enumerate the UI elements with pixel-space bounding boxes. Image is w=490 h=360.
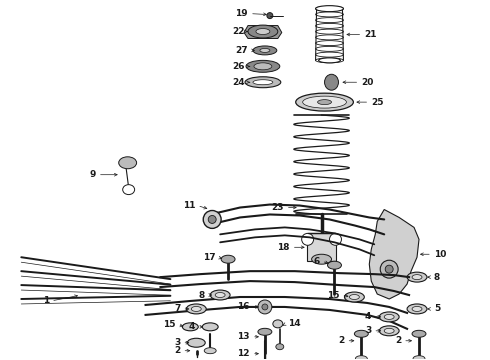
Ellipse shape bbox=[182, 323, 198, 331]
Ellipse shape bbox=[119, 157, 137, 169]
Text: 19: 19 bbox=[235, 9, 248, 18]
Ellipse shape bbox=[267, 13, 273, 19]
Ellipse shape bbox=[191, 306, 201, 311]
Text: 15: 15 bbox=[327, 291, 340, 300]
Ellipse shape bbox=[276, 344, 284, 350]
Ellipse shape bbox=[412, 306, 422, 311]
Text: 22: 22 bbox=[232, 27, 245, 36]
Ellipse shape bbox=[203, 211, 221, 228]
Ellipse shape bbox=[248, 25, 278, 38]
Bar bbox=[307, 233, 337, 261]
Ellipse shape bbox=[316, 6, 343, 11]
Text: 12: 12 bbox=[238, 349, 250, 358]
Ellipse shape bbox=[204, 348, 216, 354]
Ellipse shape bbox=[327, 261, 342, 269]
Ellipse shape bbox=[295, 93, 353, 111]
Ellipse shape bbox=[256, 28, 270, 35]
Ellipse shape bbox=[384, 328, 394, 333]
Ellipse shape bbox=[260, 49, 270, 53]
Text: 4: 4 bbox=[189, 322, 196, 331]
Text: 21: 21 bbox=[365, 30, 377, 39]
Ellipse shape bbox=[316, 18, 343, 23]
Ellipse shape bbox=[254, 63, 272, 70]
Ellipse shape bbox=[303, 96, 346, 108]
Text: 24: 24 bbox=[232, 78, 245, 87]
Text: 25: 25 bbox=[371, 98, 384, 107]
Ellipse shape bbox=[316, 12, 343, 17]
Ellipse shape bbox=[344, 292, 365, 302]
Ellipse shape bbox=[208, 216, 216, 224]
Ellipse shape bbox=[312, 254, 332, 264]
Ellipse shape bbox=[380, 260, 398, 278]
Ellipse shape bbox=[253, 80, 273, 85]
Ellipse shape bbox=[407, 304, 427, 314]
Text: 3: 3 bbox=[174, 338, 180, 347]
Text: 1: 1 bbox=[43, 297, 49, 306]
Ellipse shape bbox=[246, 60, 280, 72]
Text: 16: 16 bbox=[238, 302, 250, 311]
Text: 20: 20 bbox=[361, 78, 374, 87]
Text: 2: 2 bbox=[338, 336, 344, 345]
Ellipse shape bbox=[413, 356, 425, 360]
Ellipse shape bbox=[316, 23, 343, 28]
Ellipse shape bbox=[407, 272, 427, 282]
Ellipse shape bbox=[122, 185, 135, 195]
Ellipse shape bbox=[349, 294, 359, 300]
Text: 8: 8 bbox=[199, 291, 205, 300]
Text: 8: 8 bbox=[434, 273, 440, 282]
Ellipse shape bbox=[385, 265, 393, 273]
Polygon shape bbox=[369, 210, 419, 299]
Ellipse shape bbox=[412, 275, 422, 280]
Text: 11: 11 bbox=[183, 201, 196, 210]
Ellipse shape bbox=[210, 290, 230, 300]
Text: 27: 27 bbox=[235, 46, 248, 55]
Ellipse shape bbox=[324, 74, 339, 90]
Ellipse shape bbox=[215, 293, 225, 297]
Ellipse shape bbox=[316, 41, 343, 46]
Ellipse shape bbox=[384, 314, 394, 319]
Ellipse shape bbox=[258, 300, 272, 314]
Ellipse shape bbox=[379, 326, 399, 336]
Ellipse shape bbox=[329, 233, 342, 245]
Ellipse shape bbox=[262, 304, 268, 310]
Ellipse shape bbox=[316, 35, 343, 40]
Ellipse shape bbox=[354, 330, 368, 337]
Text: 4: 4 bbox=[365, 312, 371, 321]
Text: 26: 26 bbox=[232, 62, 245, 71]
Ellipse shape bbox=[187, 338, 205, 347]
Ellipse shape bbox=[316, 46, 343, 51]
Text: 9: 9 bbox=[90, 170, 96, 179]
Text: 18: 18 bbox=[277, 243, 290, 252]
Ellipse shape bbox=[316, 29, 343, 34]
Ellipse shape bbox=[253, 46, 277, 55]
Text: 15: 15 bbox=[163, 320, 175, 329]
Polygon shape bbox=[244, 26, 282, 39]
Ellipse shape bbox=[202, 323, 218, 331]
Text: 23: 23 bbox=[271, 203, 284, 212]
Ellipse shape bbox=[379, 312, 399, 322]
Text: 7: 7 bbox=[174, 305, 180, 314]
Ellipse shape bbox=[318, 58, 341, 63]
Ellipse shape bbox=[412, 330, 426, 337]
Ellipse shape bbox=[355, 356, 368, 360]
Ellipse shape bbox=[186, 304, 206, 314]
Text: 2: 2 bbox=[174, 346, 180, 355]
Text: 5: 5 bbox=[434, 305, 440, 314]
Text: 10: 10 bbox=[434, 250, 446, 259]
Text: 6: 6 bbox=[313, 257, 319, 266]
Text: 17: 17 bbox=[202, 253, 215, 262]
Ellipse shape bbox=[302, 233, 314, 245]
Ellipse shape bbox=[245, 77, 281, 88]
Text: 14: 14 bbox=[288, 319, 300, 328]
Ellipse shape bbox=[318, 100, 332, 105]
Ellipse shape bbox=[221, 255, 235, 263]
Ellipse shape bbox=[316, 52, 343, 57]
Ellipse shape bbox=[316, 6, 343, 12]
Ellipse shape bbox=[316, 58, 343, 63]
Text: 2: 2 bbox=[395, 336, 401, 345]
Ellipse shape bbox=[273, 320, 283, 328]
Ellipse shape bbox=[258, 328, 272, 335]
Text: 13: 13 bbox=[238, 332, 250, 341]
Text: 3: 3 bbox=[365, 326, 371, 335]
